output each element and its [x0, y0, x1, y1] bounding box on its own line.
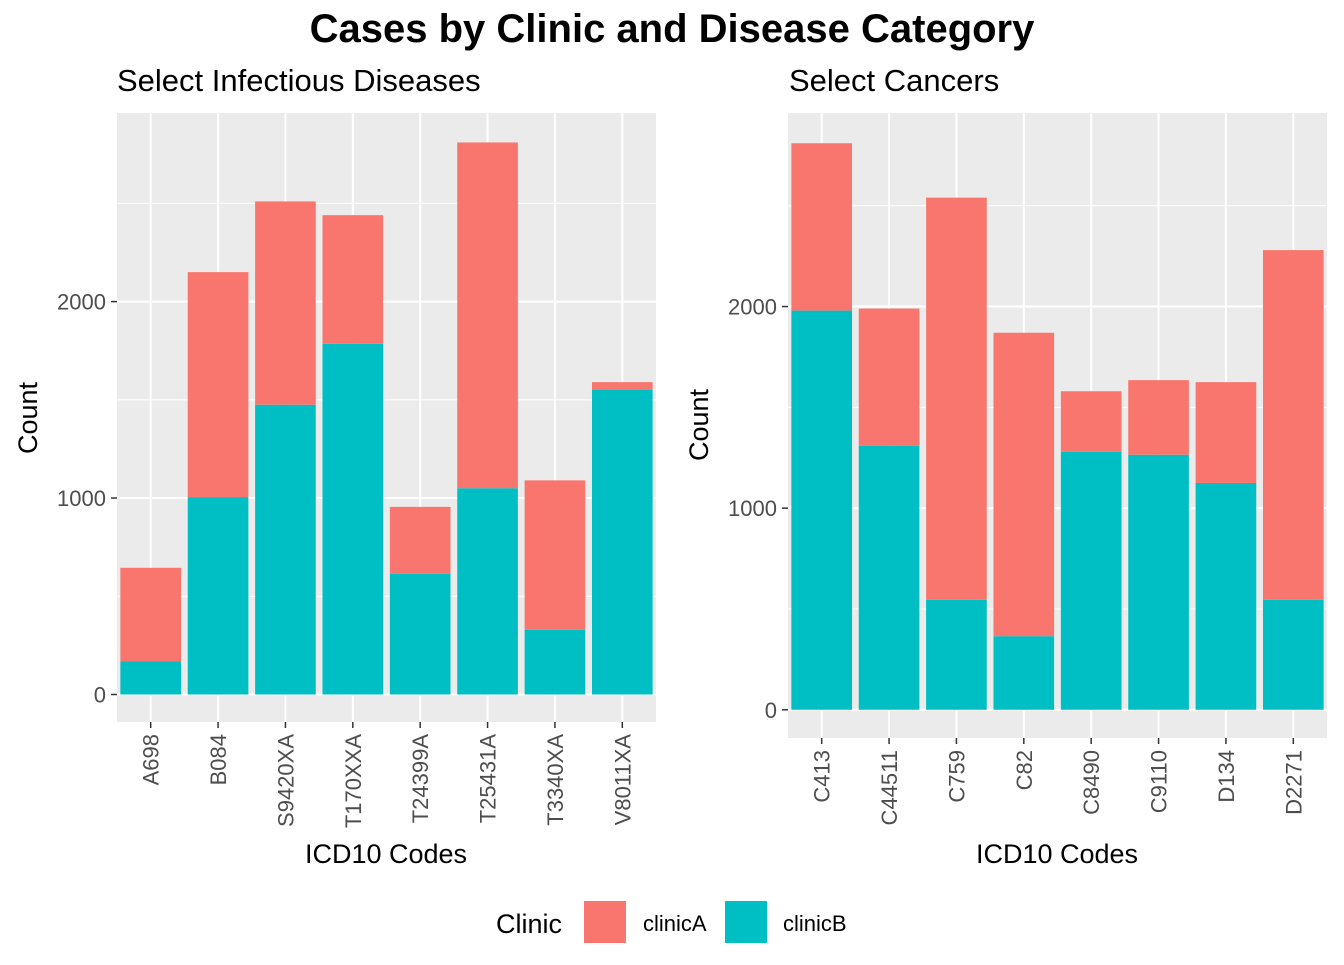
x-tick-label: C413	[810, 750, 835, 803]
bar-clinicA-A698	[120, 567, 182, 662]
x-tick-label: A698	[139, 734, 164, 785]
x-tick-label: V8011XA	[610, 734, 635, 826]
legend: Clinic clinicA clinicB	[496, 901, 847, 943]
bar-clinicA-V8011XA	[591, 382, 653, 390]
bar-clinicB-C82	[993, 636, 1055, 710]
y-tick-label: 1000	[728, 496, 777, 521]
panel-cancers: Select Cancers ICD10 Codes Count 0 1000 20…	[684, 63, 1327, 869]
bar-clinicA-T170XXA	[322, 215, 384, 344]
chart-title: Cases by Clinic and Disease Category	[310, 7, 1036, 51]
bar-clinicA-C44511	[858, 308, 920, 446]
bar-clinicB-C759	[926, 599, 987, 710]
legend-key-clinicB	[725, 901, 767, 943]
legend-title: Clinic	[496, 909, 562, 939]
bar-clinicB-T24399A	[389, 573, 451, 695]
x-tick-label: T24399A	[408, 734, 433, 824]
y-tick-label: 0	[765, 698, 777, 723]
y-tick-label: 0	[94, 682, 106, 707]
x-tick-label: T25431A	[476, 734, 501, 824]
x-tick-label: C8490	[1079, 750, 1104, 815]
y-tick-label: 2000	[728, 295, 777, 320]
bar-clinicA-C759	[926, 197, 987, 600]
x-tick-label: S9420XA	[273, 734, 298, 827]
x-axis-title-infectious: ICD10 Codes	[305, 839, 467, 869]
legend-label-clinicB: clinicB	[783, 911, 847, 936]
bar-clinicB-C8490	[1060, 451, 1122, 710]
bar-clinicB-C44511	[858, 445, 920, 710]
x-tick-label: D134	[1214, 750, 1239, 803]
bar-clinicB-B084	[187, 497, 249, 695]
y-tick-label: 2000	[57, 290, 106, 315]
bar-clinicB-T170XXA	[322, 343, 384, 695]
bar-clinicB-T3340XA	[524, 629, 586, 695]
bar-clinicA-T25431A	[457, 142, 518, 489]
bar-clinicB-S9420XA	[255, 404, 316, 695]
panel-title-cancers: Select Cancers	[789, 63, 999, 98]
bar-clinicA-S9420XA	[255, 201, 316, 405]
x-tick-label: D2271	[1281, 750, 1306, 815]
bar-clinicB-D134	[1195, 482, 1257, 710]
bar-clinicB-C9110	[1128, 454, 1189, 710]
x-tick-label: C9110	[1147, 750, 1172, 813]
bar-clinicB-T25431A	[457, 488, 518, 695]
bar-clinicA-B084	[187, 272, 249, 498]
bar-clinicA-C82	[993, 332, 1055, 637]
panel-infectious: Select Infectious Diseases ICD10 Codes C…	[13, 63, 656, 869]
bar-clinicB-A698	[120, 661, 182, 695]
x-tick-label: C759	[944, 750, 969, 803]
bar-clinicA-T3340XA	[524, 480, 586, 630]
legend-key-clinicA	[584, 901, 626, 943]
legend-label-clinicA: clinicA	[643, 911, 707, 936]
bar-clinicA-C9110	[1128, 380, 1189, 455]
bar-clinicA-C8490	[1060, 391, 1122, 452]
x-tick-label: C44511	[877, 750, 902, 825]
bar-clinicA-D2271	[1262, 250, 1324, 600]
x-tick-label: B084	[206, 734, 231, 785]
bar-clinicB-D2271	[1262, 599, 1324, 710]
bar-clinicB-V8011XA	[591, 389, 653, 695]
y-axis-title-infectious: Count	[13, 381, 43, 454]
x-tick-label: C82	[1012, 750, 1037, 790]
bar-clinicB-C413	[791, 310, 853, 710]
panel-title-infectious: Select Infectious Diseases	[117, 63, 481, 98]
bar-clinicA-C413	[791, 143, 853, 311]
x-tick-label: T170XXA	[341, 734, 366, 828]
y-axis-title-cancers: Count	[684, 388, 714, 461]
bar-clinicA-D134	[1195, 382, 1257, 483]
x-axis-title-cancers: ICD10 Codes	[976, 839, 1138, 869]
bar-clinicA-T24399A	[389, 506, 451, 574]
x-tick-label: T3340XA	[543, 734, 568, 826]
y-tick-label: 1000	[57, 486, 106, 511]
